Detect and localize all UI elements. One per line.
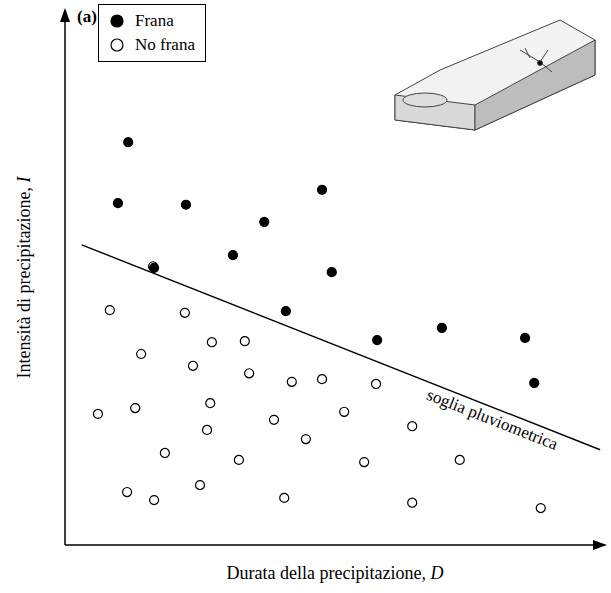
html-text:Frana: Frana — [135, 11, 174, 30]
svg-text:soglia pluviometrica: soglia pluviometrica — [424, 385, 561, 454]
svg-text:Intensità di precipitazione, I: Intensità di precipitazione, I — [14, 176, 34, 379]
html-text:No frana: No frana — [135, 35, 195, 54]
svg-text:Durata della precipitazione, D: Durata della precipitazione, D — [227, 563, 444, 583]
svg-text:(a): (a) — [77, 7, 97, 26]
